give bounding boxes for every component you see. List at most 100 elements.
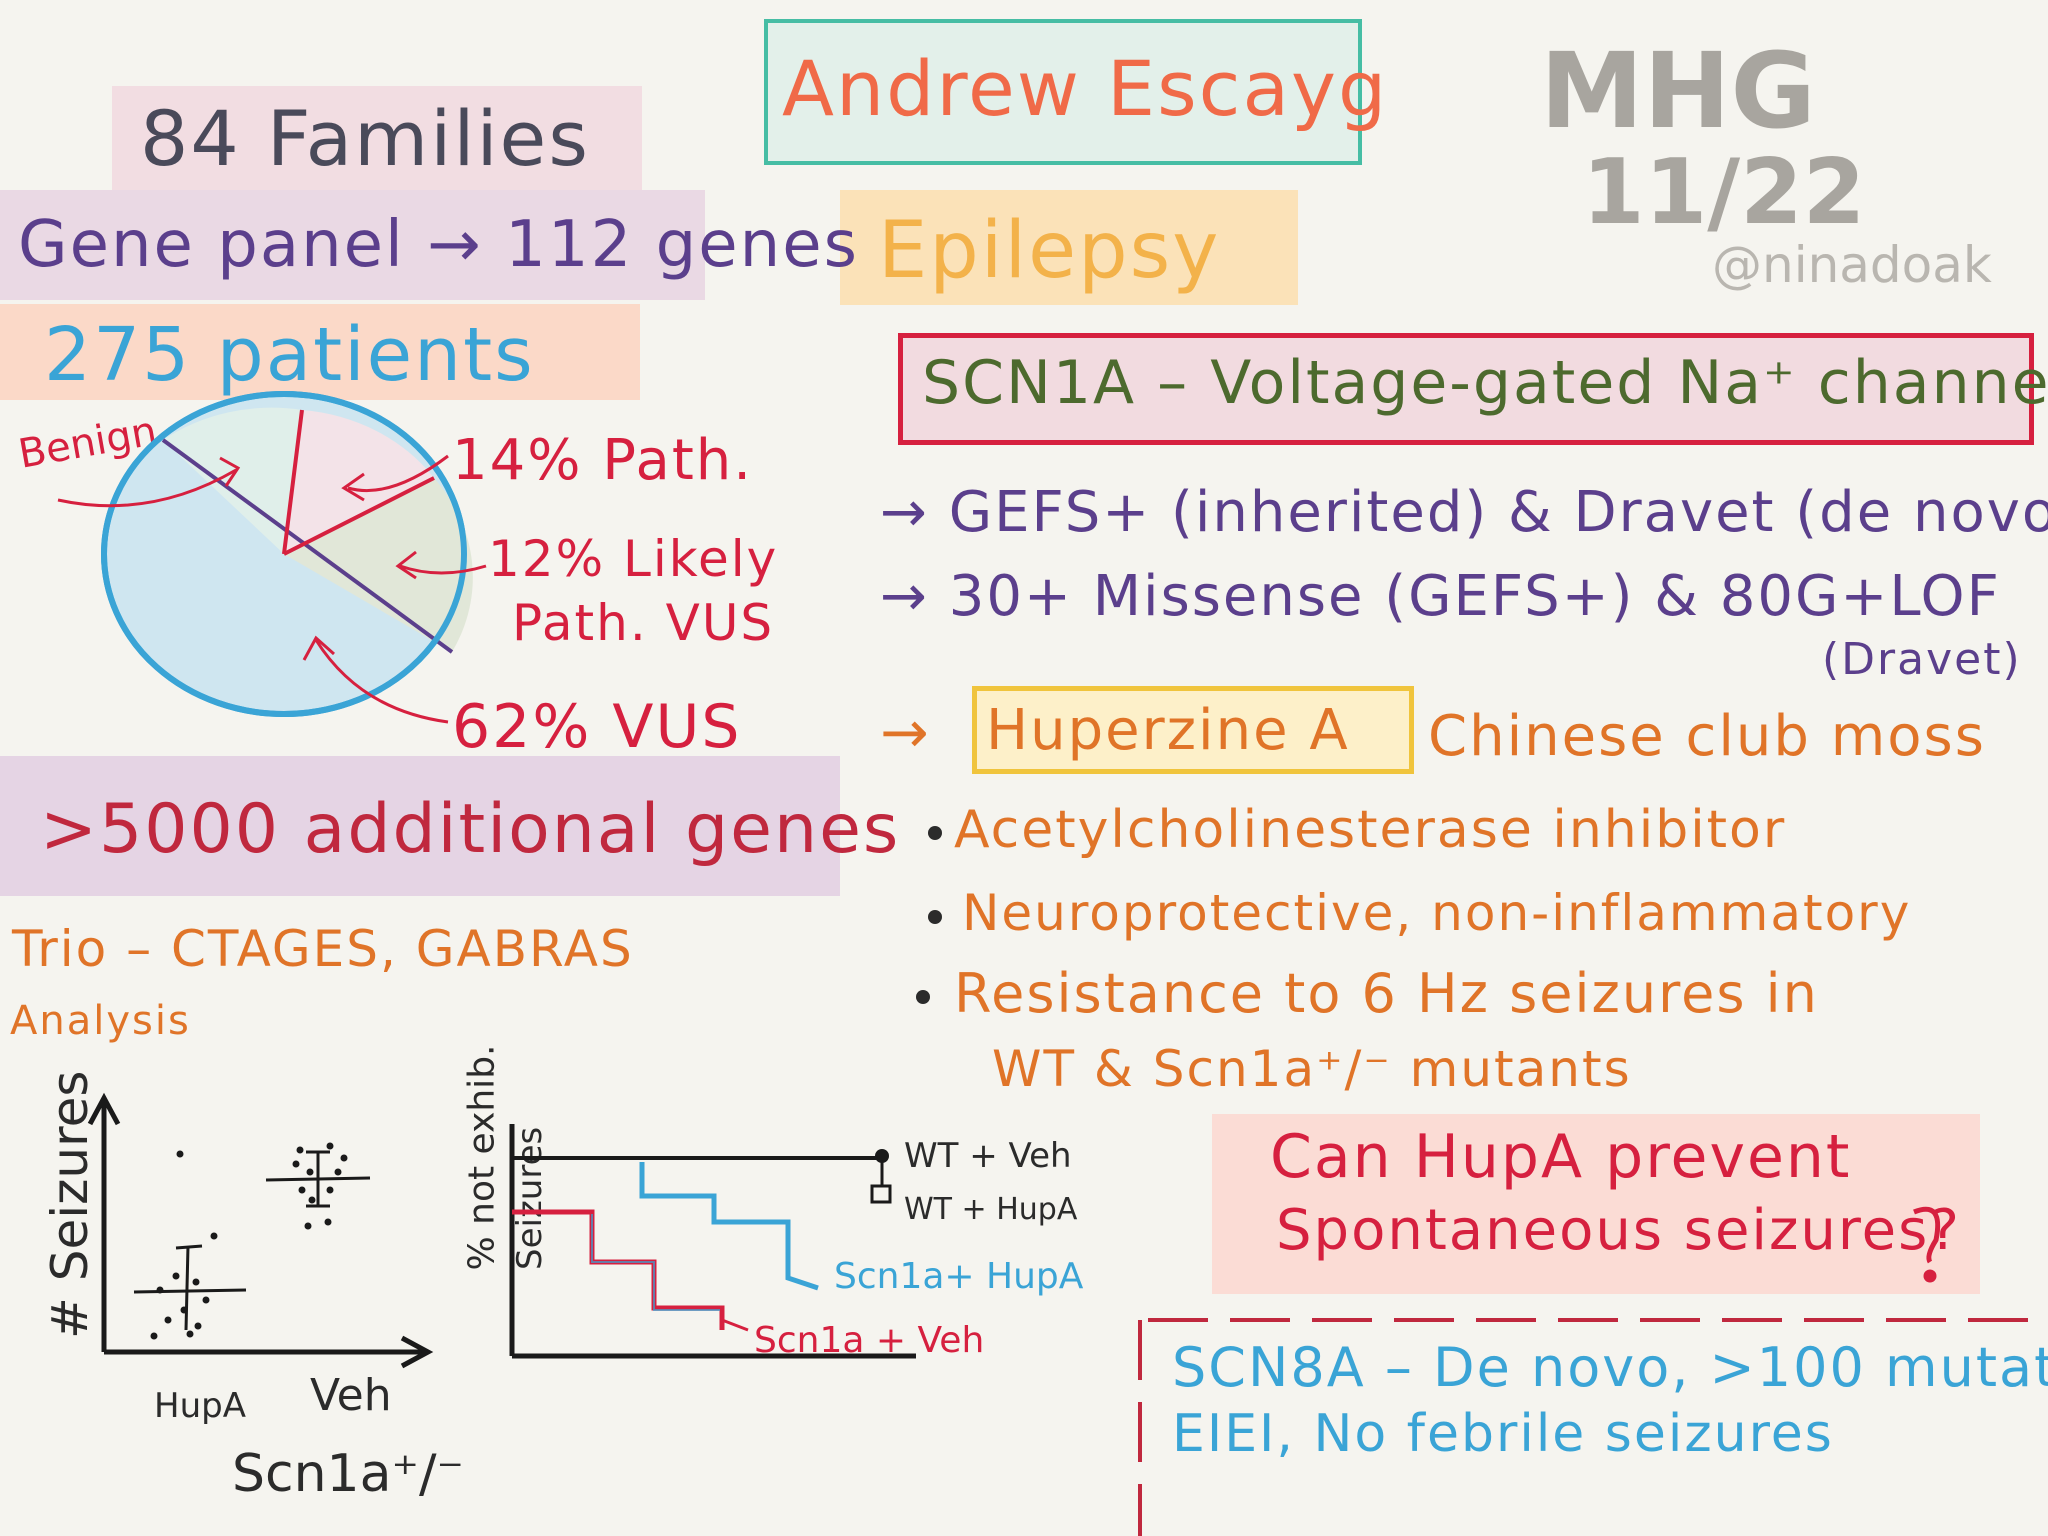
pie-label-likely-2: Path. VUS <box>512 594 775 652</box>
hupa-mean <box>133 1288 247 1294</box>
line-scn1a-veh-blue <box>591 1214 720 1311</box>
scatter-xtick-veh: Veh <box>310 1370 392 1421</box>
arrow-scn1a-veh <box>721 1318 749 1332</box>
line-scn1a-hupa <box>639 1162 819 1291</box>
line-scn1a-veh <box>512 1209 725 1330</box>
pie-chart <box>57 391 487 724</box>
arrow-vus <box>314 639 449 724</box>
legend-wt-hupa: WT + HupA <box>904 1192 1078 1227</box>
hupa-point <box>192 1278 200 1286</box>
dravet-sub: (Dravet) <box>1822 634 2022 685</box>
point-3-cont: WT & Scn1a⁺/⁻ mutants <box>992 1040 1632 1098</box>
scatter-plot <box>87 1092 434 1369</box>
point-3: Resistance to 6 Hz seizures in <box>954 962 1819 1025</box>
trio-text: Trio – CTAGES, GABRAS <box>12 920 634 978</box>
hupa-point <box>156 1286 164 1294</box>
arrow-vus-head <box>302 635 335 661</box>
veh-point <box>292 1160 300 1168</box>
pie-label-vus: 62% VUS <box>452 692 742 762</box>
question-line-2: Spontaneous seizures? <box>1276 1198 1962 1263</box>
pie-label-likely-1: 12% Likely <box>488 530 779 588</box>
arrow-likely <box>399 564 487 575</box>
pie-divider <box>161 438 454 654</box>
hupa-point <box>194 1322 202 1330</box>
veh-point <box>304 1222 312 1230</box>
question-mark <box>1913 1206 1941 1283</box>
hupa-point <box>150 1332 158 1340</box>
arrow-path <box>347 454 449 493</box>
veh-point <box>296 1146 304 1154</box>
analysis-text: Analysis <box>10 998 191 1044</box>
scatter-xlabel: Scn1a⁺/⁻ <box>232 1444 464 1504</box>
arrow-benign <box>57 468 237 508</box>
title-box <box>764 19 1362 165</box>
scatter-xtick-hupa: HupA <box>154 1386 246 1426</box>
scn1a-text: SCN1A – Voltage-gated Na⁺ channel <box>922 348 2048 418</box>
point-2: Neuroprotective, non-inflammatory <box>962 884 1912 942</box>
survival-plot <box>509 1124 916 1359</box>
huperzine-box <box>972 686 1414 774</box>
event-label: MHG <box>1540 30 1816 152</box>
veh-point <box>298 1186 306 1194</box>
pie-slice-likely <box>284 478 473 652</box>
hupa-point <box>186 1330 194 1338</box>
pie-border <box>101 391 467 717</box>
hupa-point <box>176 1150 184 1158</box>
question-highlight <box>1212 1114 1980 1294</box>
question-dot <box>1923 1269 1937 1283</box>
missense-bullet: → 30+ Missense (GEFS+) & 80G+LOF <box>880 564 2001 629</box>
marker-wt-hupa <box>870 1184 892 1204</box>
additional-genes-text: >5000 additional genes <box>40 790 901 869</box>
veh-point <box>306 1168 314 1176</box>
veh-point <box>326 1142 334 1150</box>
veh-point <box>308 1196 316 1204</box>
bullet-dot-2 <box>928 910 942 924</box>
pie-path-edge-2 <box>283 476 435 556</box>
patients-highlight <box>0 304 640 400</box>
hupa-point <box>210 1232 218 1240</box>
huperzine-source: Chinese club moss <box>1428 704 1986 769</box>
arrow-benign-head <box>219 456 241 487</box>
arrow-path-head <box>341 472 365 502</box>
hupa-point <box>180 1306 188 1314</box>
hupa-point <box>164 1316 172 1324</box>
scatter-x-arrow <box>400 1335 434 1369</box>
talk-title: Andrew Escayg <box>782 44 1389 133</box>
question-curve <box>1913 1206 1941 1264</box>
gene-panel-text: Gene panel → 112 genes <box>18 208 859 282</box>
handle-label: @ninadoak <box>1712 236 1992 294</box>
pie-slice-path <box>284 410 434 554</box>
point-1: Acetylcholinesterase inhibitor <box>954 800 1787 860</box>
pie-label-path: 14% Path. <box>452 428 754 493</box>
hupa-point <box>202 1296 210 1304</box>
bullet-dot-3 <box>916 990 930 1004</box>
legend-wt-veh: WT + Veh <box>904 1136 1072 1176</box>
scn8a-line-1: SCN8A – De novo, >100 mutations <box>1172 1336 2048 1399</box>
veh-point <box>324 1218 332 1226</box>
hupa-point <box>172 1272 180 1280</box>
veh-point <box>340 1154 348 1162</box>
families-text: 84 Families <box>140 94 590 183</box>
scn1a-box <box>898 333 2034 445</box>
topic-highlight <box>840 190 1298 305</box>
additional-genes-highlight <box>0 756 840 896</box>
scatter-y-arrow <box>87 1092 121 1126</box>
huperzine-text: Huperzine A <box>986 698 1350 763</box>
patients-text: 275 patients <box>44 312 535 398</box>
arrow-likely-head <box>395 550 417 580</box>
marker-wt-veh <box>875 1149 889 1163</box>
huperzine-arrow: → <box>880 698 929 766</box>
scn8a-line-2: EIEI, No febrile seizures <box>1172 1404 1834 1464</box>
hupa-err <box>184 1245 190 1331</box>
pie-path-edge-1 <box>282 409 304 555</box>
families-highlight <box>112 86 642 192</box>
topic-label: Epilepsy <box>878 206 1221 296</box>
date-label: 11/22 <box>1582 140 1866 245</box>
gene-panel-highlight <box>0 190 705 300</box>
veh-point <box>334 1168 342 1176</box>
hupa-err-cap <box>175 1244 203 1250</box>
scn8a-bracket <box>1138 1318 2040 1536</box>
gefs-bullet: → GEFS+ (inherited) & Dravet (de novo) <box>880 480 2048 545</box>
legend-scn1a-hupa: Scn1a+ HupA <box>834 1256 1084 1297</box>
